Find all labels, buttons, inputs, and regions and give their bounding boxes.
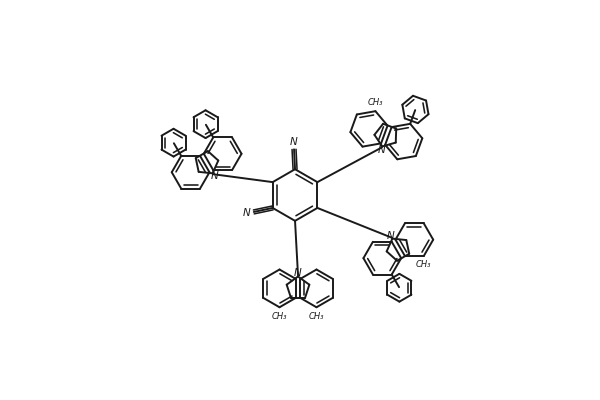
Text: CH₃: CH₃ <box>368 98 383 107</box>
Text: CH₃: CH₃ <box>272 312 287 321</box>
Text: N: N <box>377 145 385 155</box>
Text: N: N <box>294 268 302 278</box>
Text: CH₃: CH₃ <box>309 312 324 321</box>
Text: CH₃: CH₃ <box>416 260 431 270</box>
Text: N: N <box>387 230 395 240</box>
Text: N: N <box>211 171 218 181</box>
Text: N: N <box>290 138 298 148</box>
Text: N: N <box>243 208 251 218</box>
